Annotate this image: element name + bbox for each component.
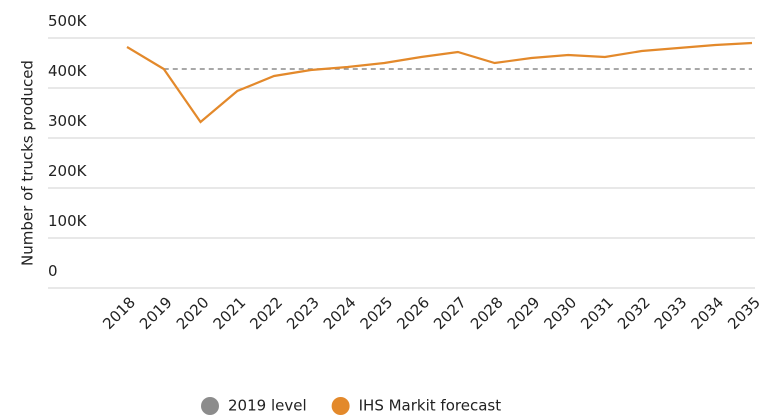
x-tick-label: 2019 [136,293,176,333]
y-tick-label: 500K [48,12,88,30]
series-line [126,41,753,124]
x-tick-label: 2030 [540,293,580,333]
x-tick-label: 2035 [724,293,760,333]
x-tick-label: 2023 [283,293,323,333]
x-tick-label: 2024 [320,293,360,333]
x-tick-label: 2020 [173,293,213,333]
legend-swatch [201,397,219,415]
x-tick-label: 2026 [393,293,433,333]
x-tick-label: 2032 [614,293,654,333]
legend-swatch [331,397,350,415]
x-tick-label: 2027 [430,293,470,333]
y-tick-label: 100K [48,212,88,230]
x-tick-label: 2022 [246,293,286,333]
x-tick-label: 2018 [99,293,139,333]
x-tick-label: 2033 [651,293,691,333]
y-tick-label: 400K [48,62,88,80]
y-tick-label: 0 [48,262,58,280]
x-tick-label: 2031 [577,293,617,333]
x-tick-label: 2034 [688,293,728,333]
y-tick-label: 300K [48,112,88,130]
y-axis-label: Number of trucks produced [19,60,37,266]
legend-label: 2019 level [228,397,307,415]
x-tick-label: 2025 [357,293,397,333]
y-tick-label: 200K [48,162,88,180]
x-tick-label: 2021 [210,293,250,333]
x-tick-label: 2028 [467,293,507,333]
x-tick-label: 2029 [504,293,544,333]
legend-label: IHS Markit forecast [359,397,502,415]
